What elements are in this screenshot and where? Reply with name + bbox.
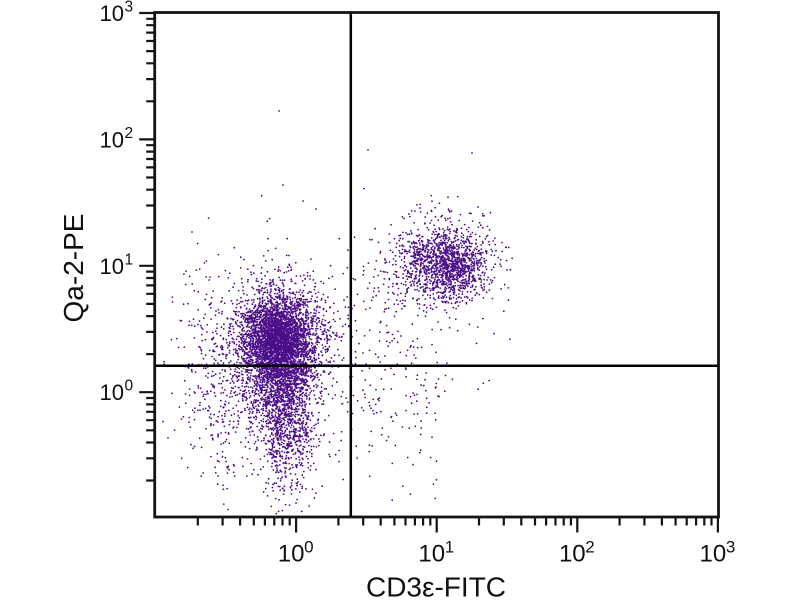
svg-text:10: 10: [100, 127, 124, 152]
svg-text:0: 0: [125, 378, 134, 395]
svg-text:1: 1: [125, 251, 134, 268]
svg-text:10: 10: [100, 380, 124, 405]
svg-text:3: 3: [125, 0, 134, 16]
svg-text:10: 10: [559, 541, 586, 568]
svg-text:10: 10: [100, 254, 124, 279]
svg-text:3: 3: [726, 538, 735, 557]
svg-text:Qa-2-PE: Qa-2-PE: [58, 214, 89, 323]
svg-text:0: 0: [304, 538, 313, 557]
svg-text:10: 10: [278, 541, 305, 568]
svg-text:10: 10: [100, 1, 124, 26]
svg-text:10: 10: [700, 541, 727, 568]
svg-text:2: 2: [125, 125, 134, 142]
svg-text:2: 2: [585, 538, 594, 557]
svg-text:CD3ε-FITC: CD3ε-FITC: [366, 572, 506, 600]
svg-text:1: 1: [445, 538, 454, 557]
svg-text:10: 10: [418, 541, 445, 568]
